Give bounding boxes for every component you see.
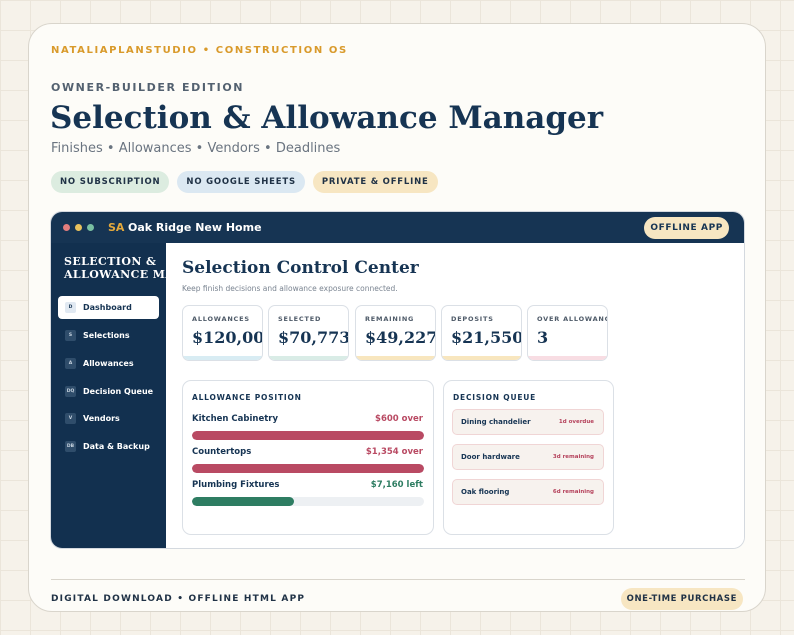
allowance-progress-fill: [192, 431, 424, 440]
sidebar-item-allowances[interactable]: A Allowances: [58, 352, 159, 375]
maximize-dot-icon[interactable]: [87, 224, 94, 231]
allowance-progress-track: [192, 431, 424, 440]
allowance-status: $1,354 over: [365, 447, 423, 457]
offline-app-badge: OFFLINE APP: [644, 217, 729, 239]
pill-no-subscription: NO SUBSCRIPTION: [51, 171, 170, 193]
sidebar-item-label: Dashboard: [83, 303, 132, 312]
sidebar-item-label: Selections: [83, 331, 130, 340]
stat-value: $70,773: [278, 328, 349, 347]
decision-name: Oak flooring: [461, 488, 510, 496]
stat-label: SELECTED: [278, 315, 322, 323]
app-initials: SA: [108, 221, 125, 234]
decision-due: 6d remaining: [552, 489, 594, 495]
decision-queue-item[interactable]: Door hardware 3d remaining: [452, 444, 604, 470]
stat-value: $21,550: [451, 328, 522, 347]
pill-private-offline: PRIVATE & OFFLINE: [312, 171, 438, 193]
allowance-status: $7,160 left: [370, 480, 423, 490]
decision-queue-panel: DECISION QUEUE Dining chandelier 1d over…: [443, 380, 614, 535]
stat-label: REMAINING: [365, 315, 415, 323]
allowance-position-panel: ALLOWANCE POSITION Kitchen Cabinetry $60…: [182, 380, 434, 535]
stat-card-remaining: REMAINING $49,227: [355, 305, 436, 361]
product-card: NATALIAPLANSTUDIO • CONSTRUCTION OS OWNE…: [28, 23, 766, 612]
footer-label: DIGITAL DOWNLOAD • OFFLINE HTML APP: [51, 594, 306, 604]
allowance-progress-track: [192, 497, 424, 506]
decision-due: 3d remaining: [552, 454, 594, 460]
stat-label: ALLOWANCES: [192, 315, 250, 323]
sidebar-item-data-backup[interactable]: DB Data & Backup: [58, 435, 159, 458]
sidebar-title-line1: SELECTION &: [64, 255, 157, 268]
stat-accent-bar: [183, 356, 262, 360]
allowance-name: Kitchen Cabinetry: [192, 414, 279, 424]
feature-pills: NO SUBSCRIPTION NO GOOGLE SHEETS PRIVATE…: [51, 171, 438, 193]
stat-accent-bar: [356, 356, 435, 360]
allowance-name: Countertops: [192, 447, 252, 457]
stat-card-selected: SELECTED $70,773: [268, 305, 349, 361]
stat-value: $49,227: [365, 328, 436, 347]
stat-card-over-allowance: OVER ALLOWANCE 3: [527, 305, 608, 361]
selections-icon: S: [65, 330, 76, 341]
content-subtitle: Keep finish decisions and allowance expo…: [182, 284, 398, 293]
stat-accent-bar: [442, 356, 521, 360]
panel-title: ALLOWANCE POSITION: [192, 393, 302, 402]
allowance-progress-fill: [192, 464, 424, 473]
sidebar-item-label: Decision Queue: [83, 387, 154, 396]
sidebar-title: SELECTION & ALLOWANCE MANAGER: [64, 255, 166, 281]
allowance-status: $600 over: [375, 414, 423, 424]
decision-queue-item[interactable]: Oak flooring 6d remaining: [452, 479, 604, 505]
sidebar-title-line2: ALLOWANCE MANAGER: [64, 268, 166, 281]
vendors-icon: V: [65, 413, 76, 424]
stat-card-deposits: DEPOSITS $21,550: [441, 305, 522, 361]
sidebar-item-label: Vendors: [83, 414, 120, 423]
page-subtitle: Finishes • Allowances • Vendors • Deadli…: [51, 141, 341, 156]
decision-queue-icon: DQ: [65, 386, 76, 397]
stat-label: OVER ALLOWANCE: [537, 315, 608, 323]
allowance-progress-fill: [192, 497, 295, 506]
sidebar-item-decision-queue[interactable]: DQ Decision Queue: [58, 380, 159, 403]
stat-accent-bar: [269, 356, 348, 360]
allowance-name: Plumbing Fixtures: [192, 480, 280, 490]
decision-queue-item[interactable]: Dining chandelier 1d overdue: [452, 409, 604, 435]
decision-due: 1d overdue: [558, 419, 594, 425]
content-title: Selection Control Center: [182, 258, 419, 278]
sidebar-item-selections[interactable]: S Selections: [58, 324, 159, 347]
main-content: Selection Control Center Keep finish dec…: [166, 243, 744, 548]
sidebar-item-label: Data & Backup: [83, 442, 150, 451]
allowance-progress-track: [192, 464, 424, 473]
allowances-icon: A: [65, 358, 76, 369]
minimize-dot-icon[interactable]: [75, 224, 82, 231]
panel-title: DECISION QUEUE: [453, 393, 537, 402]
project-name: Oak Ridge New Home: [128, 221, 262, 234]
page-title: Selection & Allowance Manager: [50, 100, 604, 136]
sidebar-item-dashboard[interactable]: D Dashboard: [58, 296, 159, 319]
stat-card-allowances: ALLOWANCES $120,000: [182, 305, 263, 361]
dashboard-icon: D: [65, 302, 76, 313]
app-window: SA Oak Ridge New Home OFFLINE APP SELECT…: [50, 211, 745, 549]
brand-label: NATALIAPLANSTUDIO • CONSTRUCTION OS: [51, 45, 348, 56]
pill-no-google-sheets: NO GOOGLE SHEETS: [177, 171, 305, 193]
close-dot-icon[interactable]: [63, 224, 70, 231]
edition-label: OWNER-BUILDER EDITION: [51, 81, 245, 94]
data-backup-icon: DB: [65, 441, 76, 452]
stat-value: 3: [537, 328, 549, 347]
purchase-badge: ONE-TIME PURCHASE: [620, 588, 743, 610]
sidebar: SELECTION & ALLOWANCE MANAGER D Dashboar…: [51, 243, 166, 548]
decision-name: Dining chandelier: [461, 418, 531, 426]
stat-value: $120,000: [192, 328, 262, 347]
stat-label: DEPOSITS: [451, 315, 494, 323]
footer-divider: [51, 579, 745, 580]
stat-accent-bar: [528, 356, 607, 360]
decision-name: Door hardware: [461, 453, 520, 461]
app-titlebar: SA Oak Ridge New Home OFFLINE APP: [51, 212, 744, 243]
sidebar-item-label: Allowances: [83, 359, 134, 368]
sidebar-item-vendors[interactable]: V Vendors: [58, 407, 159, 430]
